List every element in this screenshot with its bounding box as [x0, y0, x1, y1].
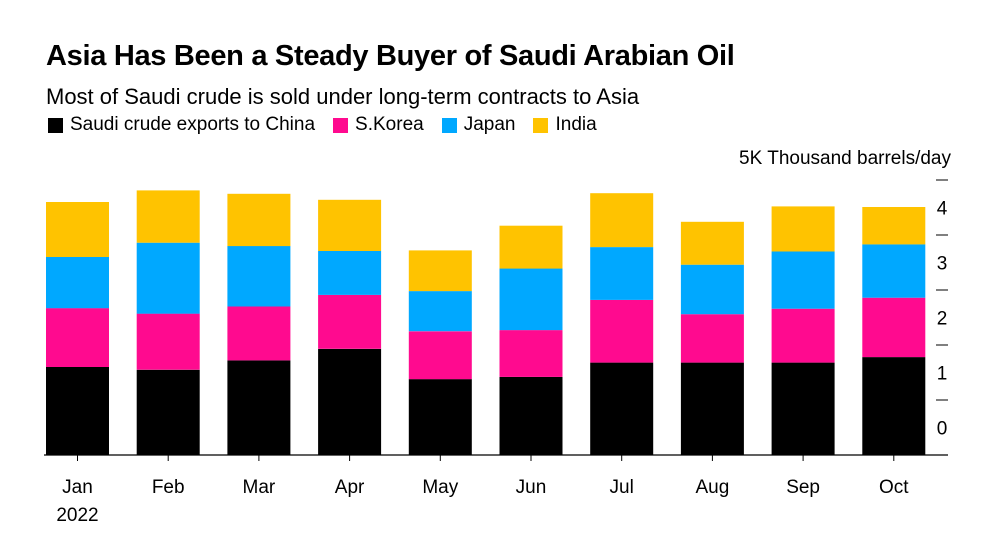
bar-jun-series-1 — [499, 330, 563, 377]
y-tick-label-0: 0 — [937, 419, 948, 440]
bar-mar-series-1 — [227, 306, 291, 361]
legend-swatch-skorea — [333, 117, 349, 133]
bar-may-series-0 — [408, 379, 472, 455]
bar-aug-series-2 — [680, 264, 744, 315]
bar-jan-series-0 — [46, 367, 109, 455]
legend-swatch-japan — [441, 117, 457, 133]
bar-jul-series-0 — [590, 362, 654, 455]
legend-label-japan: Japan — [463, 114, 516, 135]
bar-oct-series-2 — [862, 244, 926, 298]
bar-oct-series-1 — [862, 297, 926, 358]
x-tick-label-aug: Aug — [695, 477, 729, 498]
legend: Saudi crude exports to China S.Korea Jap… — [48, 114, 615, 136]
bar-may-series-3 — [408, 250, 472, 292]
y-tick-label-4: 4 — [937, 199, 948, 220]
bar-jun-series-3 — [499, 225, 563, 269]
legend-item-japan: Japan — [441, 114, 516, 136]
x-tick-label-mar: Mar — [243, 477, 276, 498]
legend-item-skorea: S.Korea — [333, 114, 424, 136]
x-tick-label-oct: Oct — [879, 477, 909, 498]
bar-sep-series-0 — [771, 362, 835, 455]
bar-apr-series-1 — [318, 294, 382, 349]
bar-sep-series-1 — [771, 308, 835, 363]
bar-oct-series-3 — [862, 207, 926, 245]
chart-title: Asia Has Been a Steady Buyer of Saudi Ar… — [46, 40, 735, 72]
bar-aug-series-1 — [680, 314, 744, 363]
bar-aug-series-0 — [680, 362, 744, 455]
bar-aug-series-3 — [680, 221, 744, 265]
bar-sep-series-2 — [771, 251, 835, 309]
legend-label-skorea: S.Korea — [355, 114, 424, 135]
x-tick-label-feb: Feb — [152, 477, 185, 498]
bar-may-series-2 — [408, 291, 472, 332]
bar-feb-series-2 — [136, 242, 200, 314]
bar-jul-series-1 — [590, 299, 654, 363]
y-tick-label-1: 1 — [937, 364, 948, 385]
bar-jul-series-2 — [590, 247, 654, 300]
legend-label-india: India — [555, 114, 597, 135]
x-tick-label-apr: Apr — [335, 477, 365, 498]
bar-feb-series-3 — [136, 190, 200, 243]
x-tick-label-jul: Jul — [610, 477, 634, 498]
bar-mar-series-2 — [227, 246, 291, 307]
bar-mar-series-0 — [227, 360, 291, 455]
legend-item-china: Saudi crude exports to China — [48, 114, 315, 136]
unit-label: 5K Thousand barrels/day — [739, 148, 951, 169]
bar-jul-series-3 — [590, 193, 654, 248]
bar-feb-series-0 — [136, 369, 200, 456]
bar-jan-series-2 — [46, 257, 109, 309]
x-tick-label-jan: Jan — [62, 477, 93, 498]
bar-jun-series-0 — [499, 376, 563, 455]
bar-jun-series-2 — [499, 268, 563, 331]
bar-apr-series-0 — [318, 348, 382, 455]
legend-swatch-india — [533, 117, 549, 133]
bar-feb-series-1 — [136, 313, 200, 370]
legend-label-china: Saudi crude exports to China — [70, 114, 316, 135]
bar-mar-series-3 — [227, 193, 291, 247]
x-year-label: 2022 — [56, 505, 98, 526]
x-tick-label-sep: Sep — [786, 477, 820, 498]
y-tick-label-2: 2 — [937, 309, 948, 330]
bar-apr-series-3 — [318, 199, 382, 251]
chart-subtitle: Most of Saudi crude is sold under long-t… — [46, 84, 640, 109]
bar-jan-series-3 — [46, 202, 109, 257]
x-tick-label-jun: Jun — [516, 477, 547, 498]
bar-oct-series-0 — [862, 357, 926, 455]
legend-swatch-china — [48, 117, 63, 133]
bar-may-series-1 — [408, 331, 472, 380]
legend-item-india: India — [533, 114, 597, 136]
y-tick-label-3: 3 — [937, 254, 948, 275]
bar-jan-series-1 — [46, 308, 109, 367]
bar-sep-series-3 — [771, 206, 835, 252]
bar-apr-series-2 — [318, 250, 382, 295]
x-tick-label-may: May — [422, 477, 458, 498]
